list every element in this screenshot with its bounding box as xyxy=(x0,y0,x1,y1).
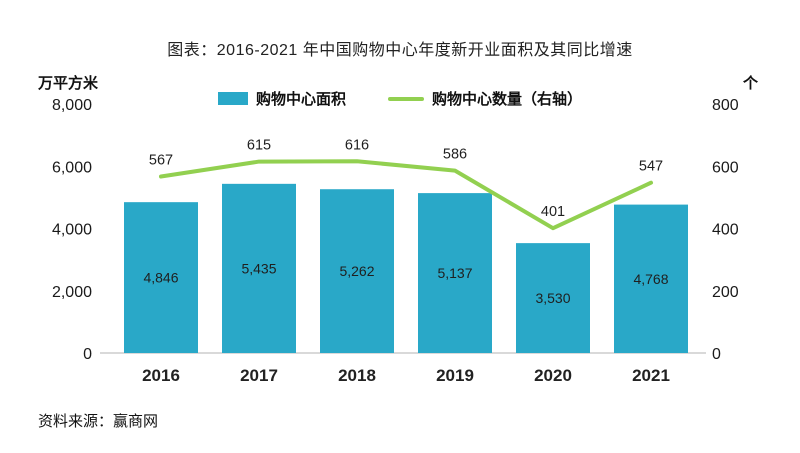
bar-2017 xyxy=(222,183,296,353)
line-swatch-icon xyxy=(388,96,424,101)
left-axis-tick: 6,000 xyxy=(52,159,92,176)
x-axis-label-2016: 2016 xyxy=(142,366,180,385)
line-value-label: 567 xyxy=(149,153,173,169)
right-axis-tick: 0 xyxy=(712,346,721,363)
x-axis-label-2019: 2019 xyxy=(436,366,474,385)
right-axis-tick: 400 xyxy=(712,222,739,239)
x-axis-label-2017: 2017 xyxy=(240,366,278,385)
right-axis-tick: 800 xyxy=(712,97,739,114)
chart-title: 图表：2016-2021 年中国购物中心年度新开业面积及其同比增速 xyxy=(167,42,633,59)
bar-value-label: 4,846 xyxy=(143,270,178,286)
chart-legend: 购物中心面积 购物中心数量（右轴） xyxy=(0,88,800,109)
bar-2021 xyxy=(614,204,688,353)
left-axis-tick: 0 xyxy=(83,346,92,363)
left-axis-tick: 8,000 xyxy=(52,97,92,114)
line-value-label: 401 xyxy=(541,204,565,220)
bar-value-label: 5,137 xyxy=(437,265,472,281)
legend-item-area: 购物中心面积 xyxy=(217,88,346,109)
line-value-label: 615 xyxy=(247,138,271,154)
bar-2016 xyxy=(124,202,198,353)
left-axis-unit: 万平方米 xyxy=(38,75,99,92)
right-axis-tick: 600 xyxy=(712,159,739,176)
bar-value-label: 5,435 xyxy=(241,260,276,276)
right-axis-unit: 个 xyxy=(742,75,758,92)
line-value-label: 586 xyxy=(443,147,467,163)
x-axis-label-2020: 2020 xyxy=(534,366,572,385)
bar-2020 xyxy=(516,243,590,353)
source-note: 资料来源：赢商网 xyxy=(38,413,159,430)
x-axis-label-2021: 2021 xyxy=(632,366,670,385)
bar-value-label: 4,768 xyxy=(633,271,668,287)
bar-swatch-icon xyxy=(217,92,248,105)
right-axis-tick: 200 xyxy=(712,284,739,301)
line-value-label: 547 xyxy=(639,159,663,175)
legend-item-count: 购物中心数量（右轴） xyxy=(388,88,582,109)
legend-area-label: 购物中心面积 xyxy=(255,91,346,108)
count-line xyxy=(159,159,653,231)
bar-2019 xyxy=(418,193,492,353)
left-axis-tick: 2,000 xyxy=(52,284,92,301)
bar-value-label: 3,530 xyxy=(535,290,570,306)
legend-count-label: 购物中心数量（右轴） xyxy=(432,91,583,108)
bar-2018 xyxy=(320,189,394,353)
bar-value-label: 5,262 xyxy=(339,263,374,279)
left-axis-tick: 4,000 xyxy=(52,222,92,239)
line-value-label: 616 xyxy=(345,137,369,153)
x-axis-label-2018: 2018 xyxy=(338,366,376,385)
